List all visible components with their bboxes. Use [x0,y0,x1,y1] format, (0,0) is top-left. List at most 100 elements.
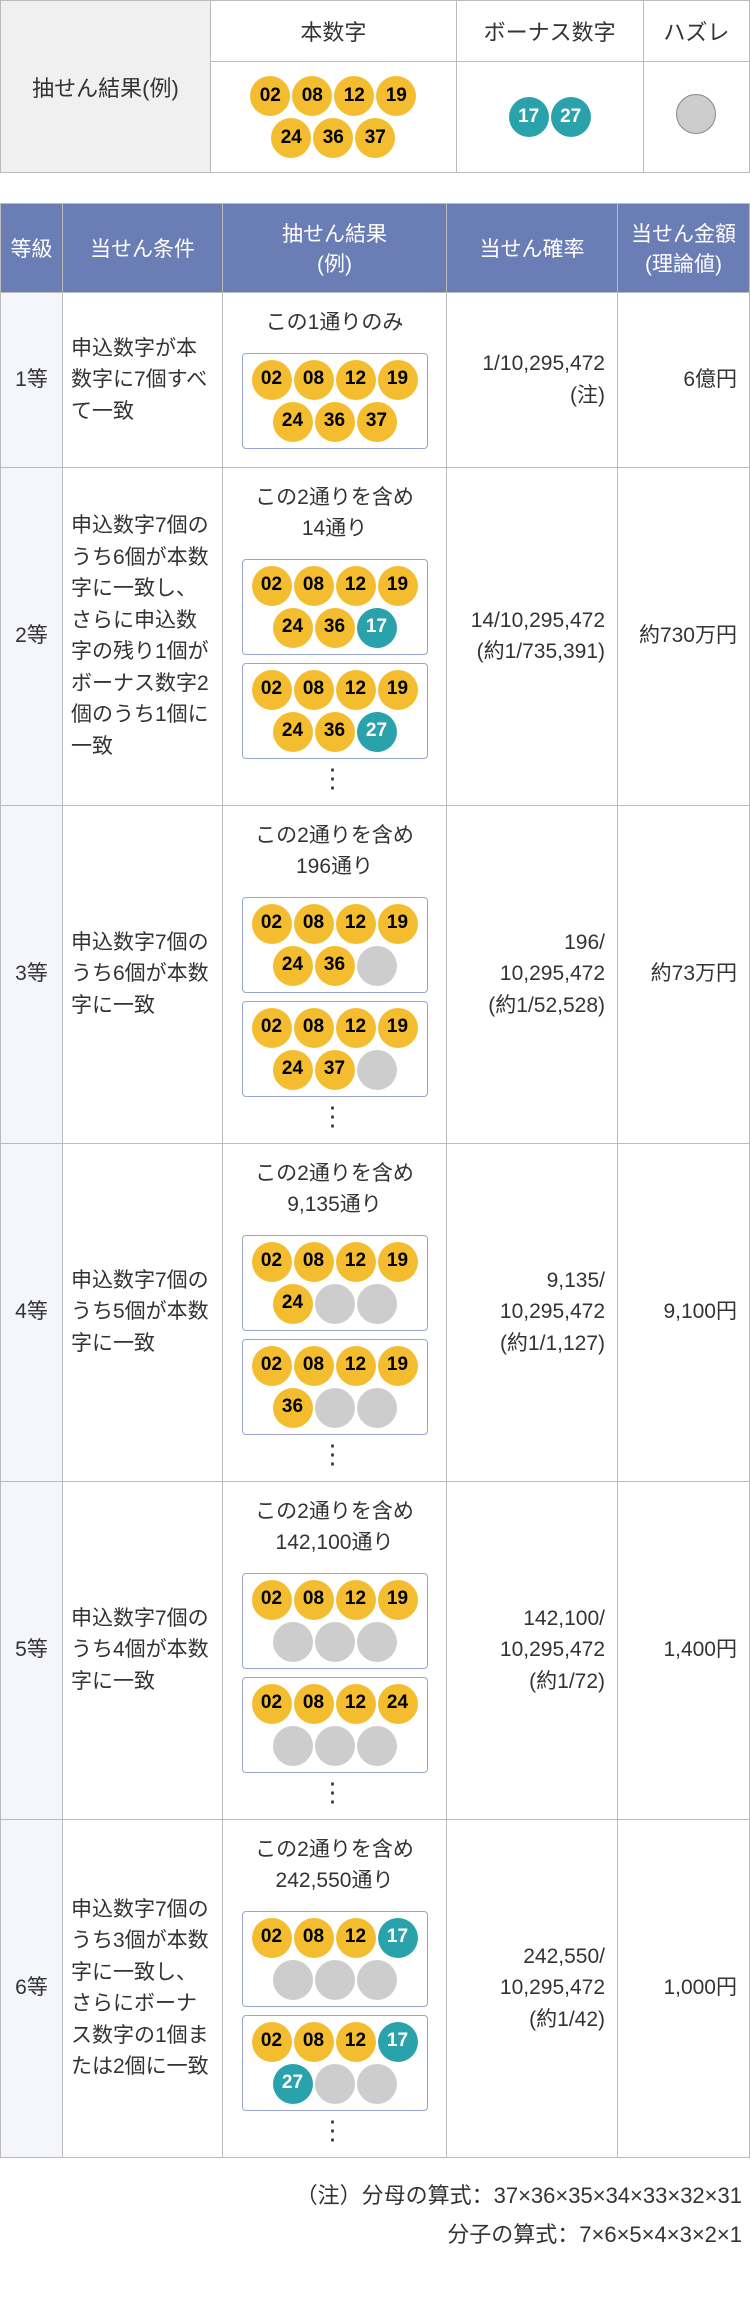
footnote: （注）分母の算式：37×36×35×34×33×32×31 分子の算式：7×6×… [0,2158,750,2263]
miss-ball [273,1960,313,2000]
prize-cell: 9,100円 [618,1143,750,1481]
table-row: 1等申込数字が本数字に7個すべて一致この1通りのみ020812192436371… [1,293,750,468]
main-ball: 12 [336,566,376,606]
miss-ball [357,1960,397,2000]
miss-ball [315,1388,355,1428]
table-row: 5等申込数字7個のうち4個が本数字に一致この2通りを含め142,100通り020… [1,1481,750,1819]
main-ball: 12 [336,1008,376,1048]
miss-ball [357,1622,397,1662]
example-box: 02081219243637 [242,353,428,449]
rank-cell: 1等 [1,293,63,468]
rank-cell: 4等 [1,1143,63,1481]
example-box: 0208121924 [242,1235,428,1331]
main-ball: 12 [336,670,376,710]
example-box: 020812192436 [242,897,428,993]
main-ball: 19 [378,566,418,606]
main-ball: 37 [315,1050,355,1090]
probability-cell: 1/10,295,472(注) [447,293,618,468]
miss-ball [315,1284,355,1324]
main-ball: 12 [336,360,376,400]
main-ball: 19 [378,1346,418,1386]
header-condition: 当せん条件 [63,204,223,293]
condition-cell: 申込数字7個のうち4個が本数字に一致 [63,1481,223,1819]
vertical-ellipsis-icon: ⋮ [231,765,438,791]
prize-cell: 約73万円 [618,805,750,1143]
footnote-line1: （注）分母の算式：37×36×35×34×33×32×31 [0,2176,742,2216]
main-ball: 19 [378,1580,418,1620]
bonus-ball: 17 [509,97,549,137]
bonus-ball: 17 [378,1918,418,1958]
main-ball: 08 [292,76,332,116]
example-cell: この2通りを含め142,100通り0208121902081224⋮ [223,1481,447,1819]
legend-miss-header: ハズレ [643,1,749,62]
legend-main-header: 本数字 [211,1,457,62]
miss-ball [315,2064,355,2104]
bonus-ball: 17 [357,608,397,648]
main-ball: 36 [315,946,355,986]
main-ball: 02 [252,1346,292,1386]
bonus-ball: 27 [551,97,591,137]
main-ball: 02 [252,1242,292,1282]
table-row: 3等申込数字7個のうち6個が本数字に一致この2通りを含め196通り0208121… [1,805,750,1143]
miss-ball [315,1622,355,1662]
example-box: 02081219243617 [242,559,428,655]
main-ball: 19 [378,1008,418,1048]
main-ball: 24 [273,1284,313,1324]
legend-row-label: 抽せん結果(例) [1,1,211,173]
main-ball: 02 [252,360,292,400]
example-caption: この2通りを含め9,135通り [231,1158,438,1221]
main-ball: 24 [273,712,313,752]
ball-group: 02081219243627 [249,670,421,752]
legend-bonus-balls: 1727 [509,97,591,137]
header-rank: 等級 [1,204,63,293]
main-ball: 24 [271,118,311,158]
ball-group: 0208121936 [249,1346,421,1428]
main-ball: 12 [336,1346,376,1386]
probability-cell: 9,135/10,295,472(約1/1,127) [447,1143,618,1481]
main-ball: 12 [336,1242,376,1282]
vertical-ellipsis-icon: ⋮ [231,2117,438,2143]
miss-ball [357,1388,397,1428]
main-ball: 12 [336,1918,376,1958]
example-cell: この1通りのみ 02081219243637 [223,293,447,468]
miss-ball-icon [676,94,716,134]
main-ball: 08 [294,1684,334,1724]
main-ball: 02 [252,670,292,710]
main-ball: 36 [315,712,355,752]
condition-cell: 申込数字7個のうち3個が本数字に一致し、さらにボーナス数字の1個または2個に一致 [63,1819,223,2157]
example-cell: この2通りを含め196通り020812192436020812192437⋮ [223,805,447,1143]
table-row: 2等申込数字7個のうち6個が本数字に一致し、さらに申込数字の残り1個がボーナス数… [1,467,750,805]
main-ball: 02 [252,2022,292,2062]
miss-ball [315,1726,355,1766]
main-ball: 08 [294,1008,334,1048]
header-prize: 当せん金額(理論値) [618,204,750,293]
example-box: 02081219243627 [242,663,428,759]
condition-cell: 申込数字7個のうち6個が本数字に一致 [63,805,223,1143]
example-caption: この1通りのみ [231,307,438,339]
example-caption: この2通りを含め242,550通り [231,1834,438,1897]
rank-cell: 2等 [1,467,63,805]
table-row: 4等申込数字7個のうち5個が本数字に一致この2通りを含め9,135通り02081… [1,1143,750,1481]
rank-cell: 3等 [1,805,63,1143]
example-box: 0208121936 [242,1339,428,1435]
main-ball: 02 [252,904,292,944]
prize-cell: 6億円 [618,293,750,468]
main-ball: 19 [378,670,418,710]
example-caption: この2通りを含め196通り [231,820,438,883]
main-ball: 08 [294,566,334,606]
ball-group: 02081219243617 [249,566,421,648]
main-ball: 02 [252,1008,292,1048]
example-cell: この2通りを含め9,135通り02081219240208121936⋮ [223,1143,447,1481]
rank-cell: 6等 [1,1819,63,2157]
probability-cell: 14/10,295,472(約1/735,391) [447,467,618,805]
main-ball: 12 [336,1684,376,1724]
ball-group: 02081219243637 [249,360,421,442]
legend-main-balls-cell: 02081219243637 [211,62,457,173]
miss-ball [357,946,397,986]
example-box: 02081224 [242,1677,428,1773]
bonus-ball: 17 [378,2022,418,2062]
ball-group: 020812192436 [249,904,421,986]
example-caption: この2通りを含め142,100通り [231,1496,438,1559]
main-ball: 12 [336,2022,376,2062]
condition-cell: 申込数字が本数字に7個すべて一致 [63,293,223,468]
